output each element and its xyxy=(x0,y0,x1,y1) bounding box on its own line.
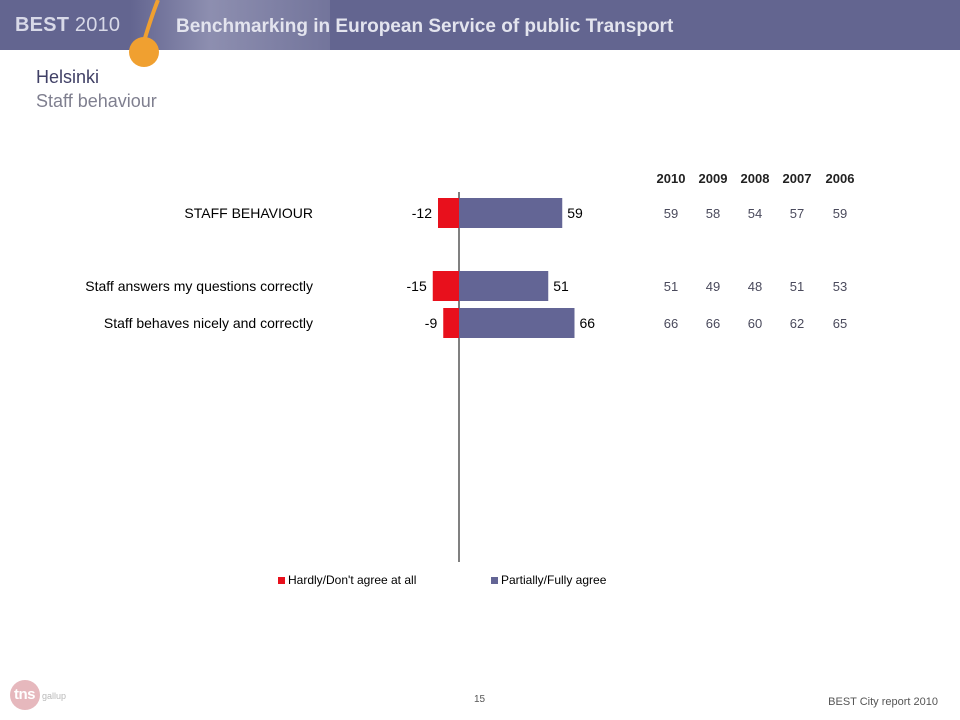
history-value-cell: 66 xyxy=(664,316,678,331)
history-value-cell: 59 xyxy=(664,206,678,221)
history-value-cell: 51 xyxy=(790,279,804,294)
category-label: Staff answers my questions correctly xyxy=(85,278,313,294)
header-bar: BEST 2010 Benchmarking in European Servi… xyxy=(0,0,960,50)
header-title: Benchmarking in European Service of publ… xyxy=(176,16,674,37)
history-year-header: 2008 xyxy=(741,171,770,186)
legend-label-negative: Hardly/Don't agree at all xyxy=(288,573,416,587)
history-value-cell: 49 xyxy=(706,279,720,294)
page-title: Helsinki xyxy=(36,67,100,87)
history-year-header: 2010 xyxy=(657,171,686,186)
bar-negative-label: -15 xyxy=(407,278,427,294)
history-value-cell: 60 xyxy=(748,316,762,331)
page-subtitle: Staff behaviour xyxy=(36,91,157,111)
history-value-cell: 59 xyxy=(833,206,847,221)
history-value-cell: 58 xyxy=(706,206,720,221)
legend-label-positive: Partially/Fully agree xyxy=(501,573,607,587)
brand-logo: BEST 2010 xyxy=(15,14,120,37)
legend-swatch-positive xyxy=(491,577,498,584)
brand-name: BEST xyxy=(15,14,70,36)
history-value-cell: 57 xyxy=(790,206,804,221)
report-footer: BEST City report 2010 xyxy=(828,696,938,708)
logo-tns-text: tns xyxy=(14,686,36,703)
tns-gallup-logo: tns gallup xyxy=(10,680,80,712)
category-label: Staff behaves nicely and correctly xyxy=(104,315,313,331)
bar-negative xyxy=(438,198,459,228)
legend-swatch-negative xyxy=(278,577,285,584)
header-photo-strip xyxy=(130,0,330,50)
category-label: STAFF BEHAVIOUR xyxy=(184,205,313,221)
history-value-cell: 54 xyxy=(748,206,762,221)
bar-negative-label: -9 xyxy=(425,315,438,331)
history-value-cell: 62 xyxy=(790,316,804,331)
bar-positive-label: 66 xyxy=(580,315,596,331)
page-number: 15 xyxy=(474,694,486,705)
bar-positive xyxy=(459,271,549,301)
logo-gallup-text: gallup xyxy=(42,691,67,701)
history-year-header: 2007 xyxy=(783,171,812,186)
bar-positive-label: 51 xyxy=(553,278,569,294)
bar-positive xyxy=(459,308,575,338)
logo-circle xyxy=(10,680,40,710)
bar-negative xyxy=(432,271,459,301)
brand-year: 2010 xyxy=(74,14,121,36)
bar-positive xyxy=(459,198,563,228)
history-value-cell: 66 xyxy=(706,316,720,331)
history-value-cell: 48 xyxy=(748,279,762,294)
history-value-cell: 53 xyxy=(833,279,847,294)
bar-negative xyxy=(443,308,459,338)
history-year-header: 2009 xyxy=(699,171,728,186)
bar-positive-label: 59 xyxy=(567,205,583,221)
history-value-cell: 65 xyxy=(833,316,847,331)
history-year-header: 2006 xyxy=(826,171,855,186)
bar-negative-label: -12 xyxy=(412,205,432,221)
history-value-cell: 51 xyxy=(664,279,678,294)
